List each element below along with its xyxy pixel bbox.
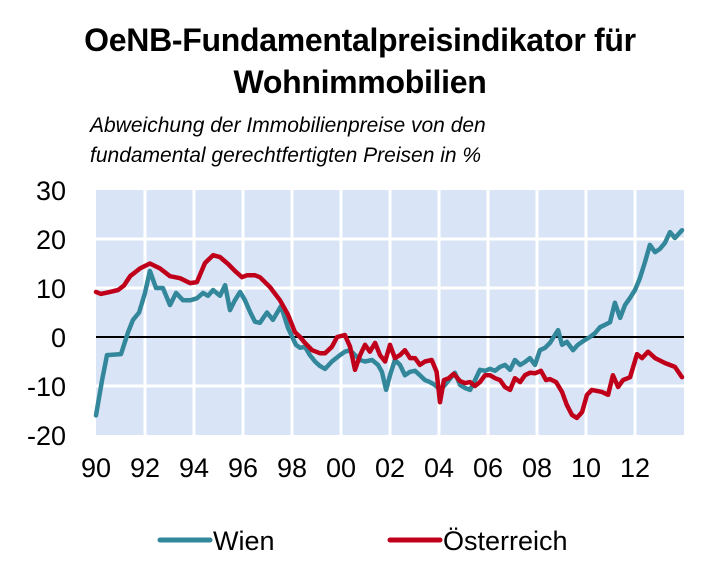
- x-tick-label: 02: [375, 453, 405, 483]
- x-axis-ticks: 90 92 94 96 98 00 02 04 06 08 10 12: [81, 453, 650, 483]
- legend-label: Wien: [213, 526, 275, 556]
- x-tick-label: 98: [277, 453, 307, 483]
- series-line-wien: [93, 227, 685, 418]
- y-tick-label: 30: [36, 176, 66, 206]
- y-tick-label: -10: [27, 372, 66, 402]
- legend-item-oesterreich: Österreich: [387, 526, 568, 556]
- x-tick-label: 00: [326, 453, 356, 483]
- x-tick-label: 08: [522, 453, 552, 483]
- legend: Wien Österreich: [157, 526, 568, 556]
- x-tick-label: 94: [179, 453, 209, 483]
- x-tick-label: 92: [130, 453, 160, 483]
- series-layer: [93, 227, 685, 421]
- x-tick-label: 90: [81, 453, 111, 483]
- x-tick-label: 12: [620, 453, 650, 483]
- y-tick-label: -20: [27, 421, 66, 451]
- chart-title-line-1: OeNB-Fundamentalpreisindikator für: [84, 22, 636, 58]
- x-tick-label: 06: [473, 453, 503, 483]
- chart-subtitle-line-1: Abweichung der Immobilienpreise von den: [90, 114, 486, 137]
- x-tick-label: 96: [228, 453, 258, 483]
- legend-label: Österreich: [443, 526, 568, 556]
- series-line-oesterreich: [93, 252, 685, 421]
- y-tick-label: 0: [51, 323, 66, 353]
- y-axis-ticks: 30 20 10 0 -10 -20: [27, 176, 66, 451]
- chart-subtitle-line-2: fundamental gerechtfertigten Preisen in …: [90, 144, 482, 167]
- chart-title-line-2: Wohnimmobilien: [233, 64, 487, 100]
- x-tick-label: 10: [571, 453, 601, 483]
- legend-item-wien: Wien: [157, 526, 275, 556]
- y-tick-label: 20: [36, 225, 66, 255]
- x-tick-label: 04: [424, 453, 454, 483]
- gridlines: [96, 190, 684, 435]
- y-tick-label: 10: [36, 274, 66, 304]
